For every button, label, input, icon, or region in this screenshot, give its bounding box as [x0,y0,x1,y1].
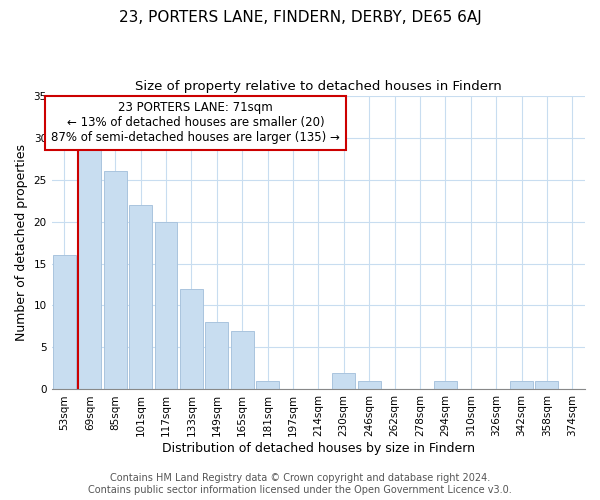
X-axis label: Distribution of detached houses by size in Findern: Distribution of detached houses by size … [162,442,475,455]
Bar [104,171,127,390]
Title: Size of property relative to detached houses in Findern: Size of property relative to detached ho… [135,80,502,93]
Bar [510,381,533,390]
Bar [129,204,152,390]
Y-axis label: Number of detached properties: Number of detached properties [15,144,28,341]
Bar [53,255,76,390]
Bar [332,372,355,390]
Bar [79,146,101,390]
Text: 23, PORTERS LANE, FINDERN, DERBY, DE65 6AJ: 23, PORTERS LANE, FINDERN, DERBY, DE65 6… [119,10,481,25]
Bar [205,322,228,390]
Bar [180,288,203,390]
Bar [155,222,178,390]
Text: Contains HM Land Registry data © Crown copyright and database right 2024.
Contai: Contains HM Land Registry data © Crown c… [88,474,512,495]
Bar [231,330,254,390]
Bar [434,381,457,390]
Bar [358,381,380,390]
Bar [256,381,279,390]
Text: 23 PORTERS LANE: 71sqm
← 13% of detached houses are smaller (20)
87% of semi-det: 23 PORTERS LANE: 71sqm ← 13% of detached… [51,102,340,144]
Bar [535,381,559,390]
